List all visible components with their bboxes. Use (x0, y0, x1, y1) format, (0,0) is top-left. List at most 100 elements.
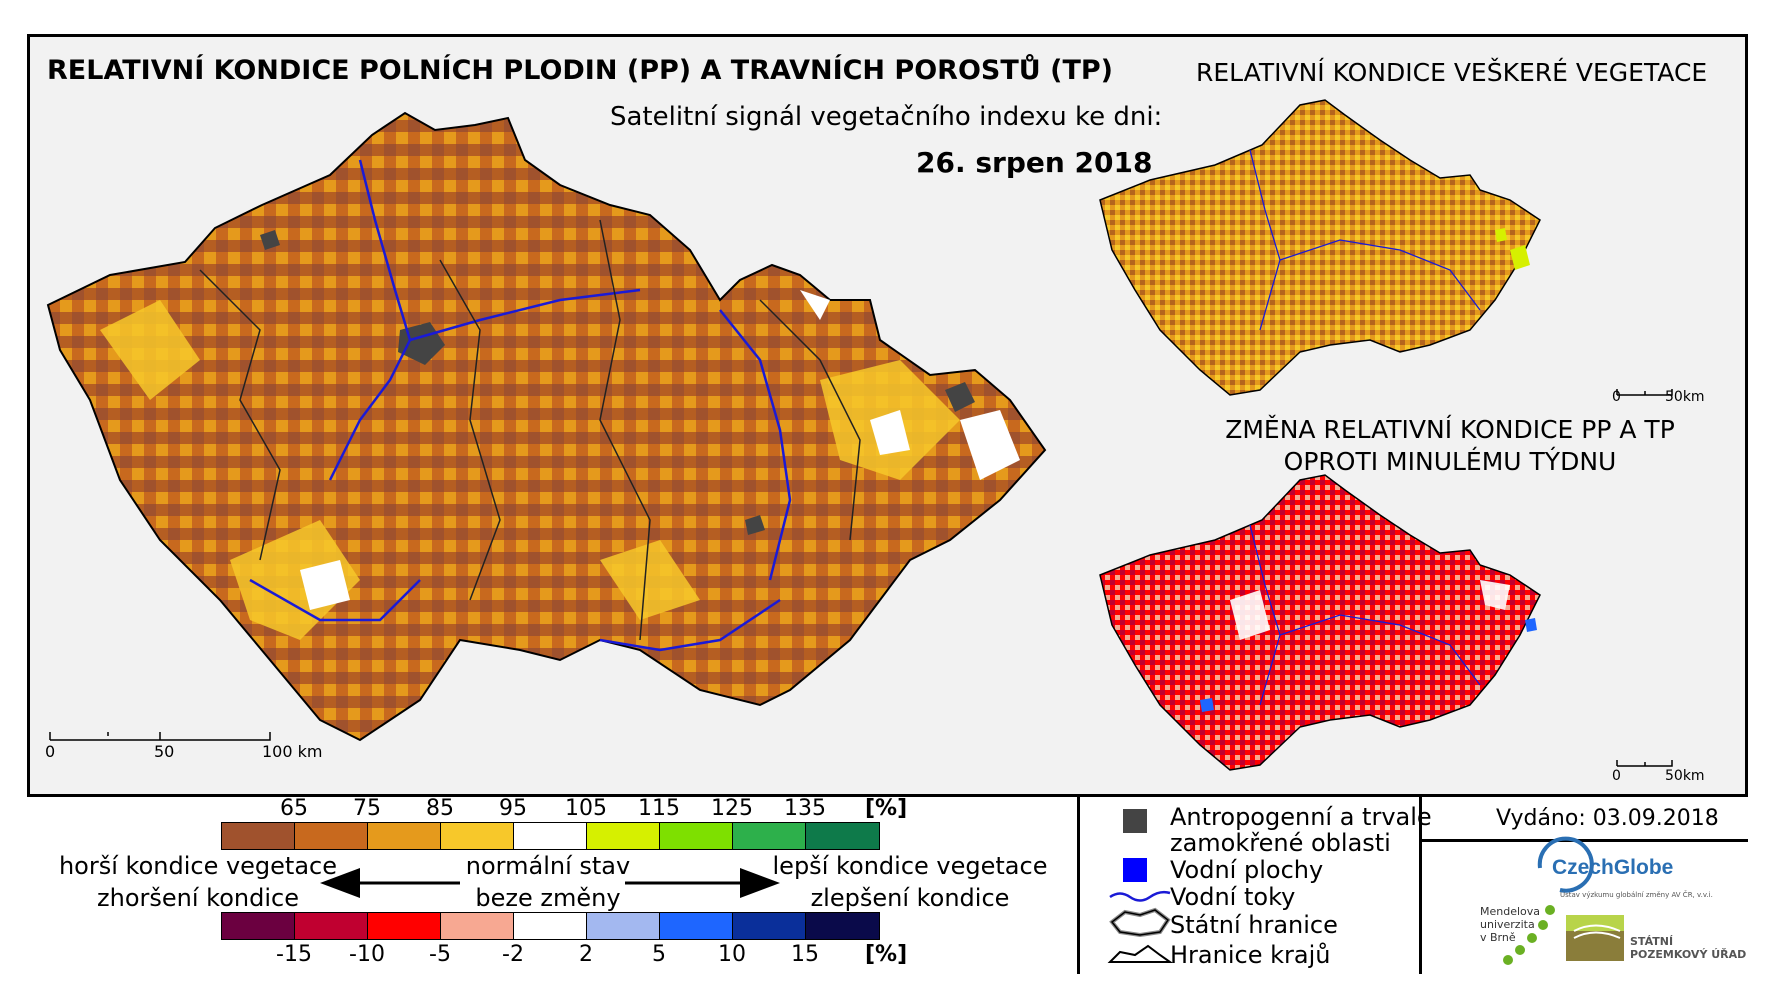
condition-swatch-9 (806, 823, 879, 849)
change-swatch-3 (368, 913, 441, 939)
change-map-title: ZMĚNA RELATIVNÍ KONDICE PP A TP OPROTI M… (1220, 414, 1680, 478)
condition-swatch-4 (441, 823, 514, 849)
main-title: RELATIVNÍ KONDICE POLNÍCH PLODIN (PP) A … (47, 55, 1113, 86)
change-tick-minus15: -15 (276, 942, 312, 967)
water-stream-symbol (1109, 890, 1171, 902)
change-blue-patches (1200, 618, 1537, 712)
legend-divider-1 (1077, 797, 1080, 974)
condition-tick-125: 125 (711, 796, 753, 821)
mendel-line2: univerzita (1480, 918, 1535, 931)
worse-condition-label: horší kondice vegetace (58, 852, 338, 880)
condition-unit: [%] (865, 796, 908, 821)
condition-colorbar (221, 822, 880, 850)
change-swatch-7 (660, 913, 733, 939)
mendel-logo-text: Mendelova univerzita v Brně (1480, 905, 1540, 944)
scale-top-50: 50km (1665, 389, 1705, 405)
anthropogenic-label: Antropogenní a trvale zamokřené oblasti (1170, 804, 1432, 856)
white-patches (300, 290, 1020, 610)
change-colorbar (221, 912, 880, 940)
condition-swatch-1 (222, 823, 295, 849)
main-rivers (249, 159, 792, 652)
left-arrow (320, 868, 460, 898)
condition-swatch-5 (514, 823, 587, 849)
change-tick-5: 5 (652, 942, 666, 967)
water-area-swatch (1123, 858, 1147, 882)
anthropogenic-line1: Antropogenní a trvale (1170, 803, 1432, 831)
condition-tick-115: 115 (638, 796, 680, 821)
region-border-symbol (1107, 944, 1174, 963)
condition-swatch-2 (295, 823, 368, 849)
water-streams-label: Vodní toky (1170, 883, 1296, 911)
change-swatch-2 (295, 913, 368, 939)
lighter-patches (100, 300, 960, 640)
czechglobe-subtitle: Ústav výzkumu globální změny AV ČR, v.v.… (1560, 891, 1713, 899)
change-tick-minus5: -5 (429, 942, 451, 967)
change-tick-minus10: -10 (349, 942, 385, 967)
condition-swatch-7 (660, 823, 733, 849)
region-borders (199, 219, 861, 641)
worsening-label: zhoršení kondice (97, 884, 299, 912)
scale-main-100: 100 km (262, 742, 323, 761)
subtitle: Satelitní signál vegetačního indexu ke d… (610, 102, 1163, 132)
anthropogenic-swatch (1123, 809, 1147, 833)
scale-bottom-50: 50km (1665, 768, 1705, 784)
condition-tick-75: 75 (353, 796, 381, 821)
state-border-label: Státní hranice (1170, 911, 1338, 939)
change-title-line2: OPROTI MINULÉMU TÝDNU (1283, 447, 1617, 476)
condition-tick-65: 65 (280, 796, 308, 821)
change-white-patches (1230, 580, 1510, 640)
change-swatch-9 (806, 913, 879, 939)
anthropogenic-line2: zamokřené oblasti (1170, 829, 1391, 857)
scale-main-50: 50 (154, 742, 175, 761)
mendel-line3: v Brně (1480, 931, 1516, 944)
condition-tick-85: 85 (426, 796, 454, 821)
change-tick-2: 2 (579, 942, 593, 967)
date-label: 26. srpen 2018 (916, 146, 1153, 179)
vegetation-green-patches (1495, 228, 1530, 270)
change-unit: [%] (865, 942, 908, 967)
change-tick-minus2: -2 (502, 942, 524, 967)
change-title-line1: ZMĚNA RELATIVNÍ KONDICE PP A TP (1225, 415, 1675, 444)
legend-divider-3 (1419, 839, 1748, 842)
issued-date: Vydáno: 03.09.2018 (1496, 806, 1719, 831)
legend-divider-2 (1419, 797, 1422, 974)
change-swatch-4 (441, 913, 514, 939)
normal-state-label: normální stav (465, 852, 631, 880)
condition-swatch-8 (733, 823, 806, 849)
mendel-line1: Mendelova (1480, 905, 1541, 918)
no-change-label: beze změny (475, 884, 621, 912)
change-swatch-5 (514, 913, 587, 939)
change-swatch-6 (587, 913, 660, 939)
czechglobe-name: CzechGlobe (1552, 856, 1674, 879)
scale-main-0: 0 (45, 742, 56, 761)
change-swatch-8 (733, 913, 806, 939)
scale-bottom-0: 0 (1612, 768, 1621, 784)
condition-swatch-3 (368, 823, 441, 849)
vegetation-map-title: RELATIVNÍ KONDICE VEŠKERÉ VEGETACE (1196, 58, 1708, 87)
scale-top-0: 0 (1612, 389, 1621, 405)
condition-tick-105: 105 (565, 796, 607, 821)
spu-line2: POZEMKOVÝ ÚŘAD (1630, 948, 1747, 961)
condition-tick-135: 135 (784, 796, 826, 821)
right-arrow (625, 868, 780, 898)
spu-logo-text: STÁTNÍ POZEMKOVÝ ÚŘAD (1630, 935, 1746, 961)
condition-tick-95: 95 (499, 796, 527, 821)
change-tick-10: 10 (718, 942, 746, 967)
change-swatch-1 (222, 913, 295, 939)
improvement-label: zlepšení kondice (810, 884, 1010, 912)
water-areas-label: Vodní plochy (1170, 856, 1324, 884)
spu-line1: STÁTNÍ (1630, 935, 1674, 948)
better-condition-label: lepší kondice vegetace (772, 852, 1048, 880)
region-border-label: Hranice krajů (1170, 941, 1331, 969)
change-tick-15: 15 (791, 942, 819, 967)
condition-swatch-6 (587, 823, 660, 849)
